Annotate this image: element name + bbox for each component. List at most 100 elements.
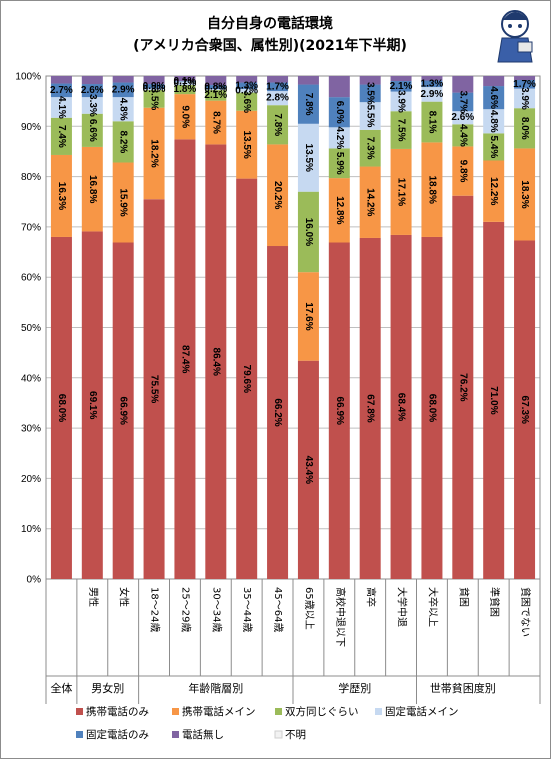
bar-segment xyxy=(483,76,505,87)
data-label: 4.2% xyxy=(334,126,345,149)
x-tick-label: 35〜44歳 xyxy=(241,587,253,632)
data-label: 8.1% xyxy=(426,111,437,134)
bar-segment xyxy=(81,76,103,85)
data-label: 68.4% xyxy=(396,393,407,421)
bar-segment xyxy=(267,76,289,83)
x-tick-label: 貧困でない xyxy=(519,587,532,637)
data-label: 86.4% xyxy=(210,348,221,376)
y-tick-label: 80% xyxy=(21,172,41,183)
bar-segment xyxy=(143,199,165,580)
data-label: 66.2% xyxy=(272,398,283,426)
data-label: 3.5% xyxy=(365,82,376,105)
bar-segment xyxy=(328,148,350,179)
y-tick-label: 90% xyxy=(21,122,41,133)
bar-segment xyxy=(50,236,72,579)
x-tick-label: 大卒以上 xyxy=(426,587,439,627)
bar-segment xyxy=(421,101,443,143)
data-label: 4.8% xyxy=(488,110,499,133)
data-label: 4.1% xyxy=(56,96,67,119)
bar-segment xyxy=(174,81,196,82)
data-label: 3.9% xyxy=(519,87,530,110)
x-tick-label: 高校中退以下 xyxy=(334,587,347,647)
data-label: 3.9% xyxy=(396,90,407,113)
data-label: 66.9% xyxy=(118,397,129,425)
y-tick-label: 40% xyxy=(21,373,41,384)
legend-label: 固定電話のみ xyxy=(86,728,149,741)
data-label: 8.0% xyxy=(519,117,530,140)
data-label: 75.5% xyxy=(149,375,160,403)
bar-segment xyxy=(514,148,536,241)
y-tick-label: 10% xyxy=(21,524,41,535)
bar-segment xyxy=(236,178,258,579)
bar-segment xyxy=(174,139,196,580)
data-label: 20.2% xyxy=(272,181,283,209)
data-label: 3.7% xyxy=(457,91,468,114)
bar-segment xyxy=(50,117,72,155)
x-tick-label: 65歳以上 xyxy=(303,587,315,630)
x-group-label: 学歴別 xyxy=(338,681,371,695)
data-label: 6.6% xyxy=(87,119,98,142)
x-group-label: 年齢階層別 xyxy=(188,681,243,695)
y-tick-label: 50% xyxy=(21,323,41,334)
data-label: 6.0% xyxy=(334,101,345,124)
data-label: 79.6% xyxy=(241,365,252,393)
x-tick-label: 45〜64歳 xyxy=(272,587,284,632)
data-label: 16.0% xyxy=(303,218,314,246)
bar-segment xyxy=(112,121,134,163)
bar-segment xyxy=(236,76,258,83)
mascot-illustration xyxy=(497,10,533,63)
bar-segment xyxy=(174,94,196,140)
data-label: 4.8% xyxy=(118,98,129,121)
data-label: 0.3% xyxy=(143,84,166,95)
bar-segment xyxy=(328,242,350,580)
bar-segment xyxy=(452,124,474,147)
bar-segment xyxy=(143,90,165,108)
bar-segment xyxy=(390,91,412,112)
bar-segment xyxy=(483,86,505,110)
data-label: 13.5% xyxy=(241,130,252,158)
bar-segment xyxy=(112,97,134,122)
bar-segment xyxy=(359,102,381,130)
bar-segment xyxy=(205,144,227,579)
bar-segment xyxy=(236,89,258,93)
data-label: 87.4% xyxy=(179,345,190,373)
data-label: 2.1% xyxy=(204,90,227,101)
bar-segment xyxy=(81,84,103,98)
legend-swatch xyxy=(76,708,83,715)
bar-segment xyxy=(514,88,536,109)
x-tick-label: 男性 xyxy=(87,587,100,607)
bar-segment xyxy=(359,129,381,167)
x-group-label: 男女別 xyxy=(91,681,124,695)
data-label: 2.1% xyxy=(390,81,413,92)
data-label: 76.2% xyxy=(457,373,468,401)
data-label: 0.9% xyxy=(143,81,166,92)
data-label: 18.8% xyxy=(426,175,437,203)
bar-segment xyxy=(174,81,196,86)
bar-segment xyxy=(514,240,536,579)
data-label: 3.5% xyxy=(149,87,160,110)
bar-segment xyxy=(143,88,165,91)
bar-segment xyxy=(452,195,474,580)
bar-segment xyxy=(514,80,536,89)
bar-segment xyxy=(205,85,227,90)
x-tick-label: 女性 xyxy=(118,587,131,607)
data-label: 2.9% xyxy=(112,84,135,95)
bar-segment xyxy=(483,109,505,134)
data-label: 4.6% xyxy=(488,86,499,109)
data-label: 7.8% xyxy=(272,113,283,136)
bar-segment xyxy=(328,97,350,128)
bar-segment xyxy=(390,148,412,235)
legend-label: 携帯電話のみ xyxy=(86,705,149,718)
bar-segment xyxy=(359,76,381,85)
bar-segment xyxy=(452,111,474,125)
data-label: 5.4% xyxy=(488,136,499,159)
bar-segment xyxy=(452,76,474,93)
data-label: 18.3% xyxy=(519,180,530,208)
data-label: 2.9% xyxy=(421,89,444,100)
data-label: 7.3% xyxy=(365,137,376,160)
y-tick-label: 30% xyxy=(21,424,41,435)
bar-segment xyxy=(297,76,319,85)
data-label: 0.7% xyxy=(235,85,258,96)
x-group-label: 全体 xyxy=(50,681,72,695)
bar-segment xyxy=(205,100,227,145)
